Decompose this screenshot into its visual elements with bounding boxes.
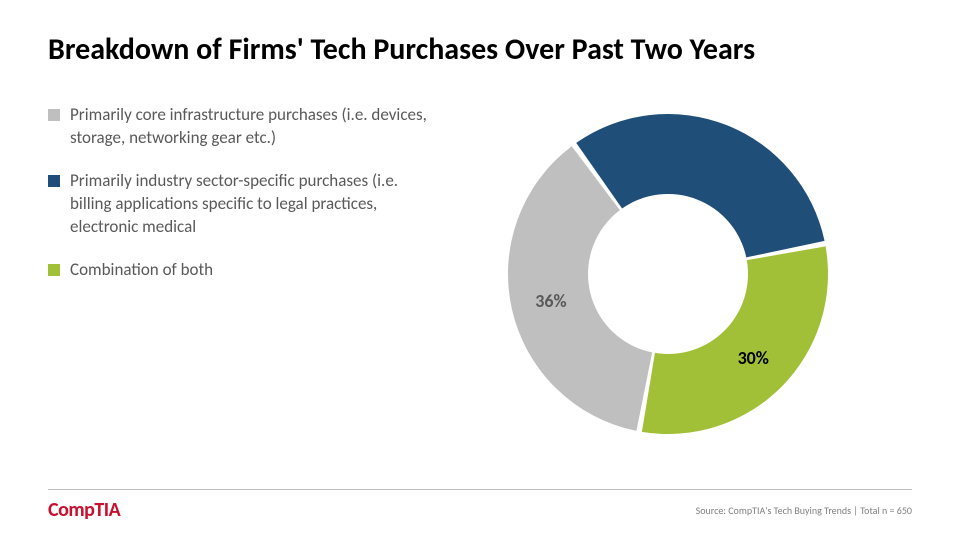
legend-item-industry: Primarily industry sector-specific purch… xyxy=(48,170,428,239)
donut-chart: 31% 30% 36% xyxy=(488,94,848,454)
donut-slice-industry xyxy=(576,114,824,257)
slice-label-combo: 30% xyxy=(738,347,769,369)
legend: Primarily core infrastructure purchases … xyxy=(48,104,448,484)
donut-svg xyxy=(488,94,848,454)
legend-item-core: Primarily core infrastructure purchases … xyxy=(48,104,428,150)
donut-slice-combo xyxy=(642,246,828,434)
legend-label: Primarily core infrastructure purchases … xyxy=(70,104,428,150)
legend-item-combo: Combination of both xyxy=(48,259,428,282)
chart-zone: 31% 30% 36% xyxy=(448,104,912,484)
footer: CompTIA Source: CompTIA's Tech Buying Tr… xyxy=(48,489,912,522)
legend-label: Primarily industry sector-specific purch… xyxy=(70,170,428,239)
slide: Breakdown of Firms' Tech Purchases Over … xyxy=(0,0,960,540)
legend-swatch xyxy=(48,109,60,121)
slice-label-core: 36% xyxy=(535,290,566,312)
logo-text: CompTIA xyxy=(48,498,120,522)
slide-title: Breakdown of Firms' Tech Purchases Over … xyxy=(48,32,912,68)
footer-rule xyxy=(48,489,912,490)
content-row: Primarily core infrastructure purchases … xyxy=(48,104,912,484)
footer-row: CompTIA Source: CompTIA's Tech Buying Tr… xyxy=(48,498,912,522)
slice-label-industry: 31% xyxy=(696,151,727,173)
legend-label: Combination of both xyxy=(70,259,213,282)
source-text: Source: CompTIA's Tech Buying Trends | T… xyxy=(696,504,912,517)
legend-swatch xyxy=(48,175,60,187)
logo-comptia: CompTIA xyxy=(48,498,120,522)
legend-swatch xyxy=(48,264,60,276)
